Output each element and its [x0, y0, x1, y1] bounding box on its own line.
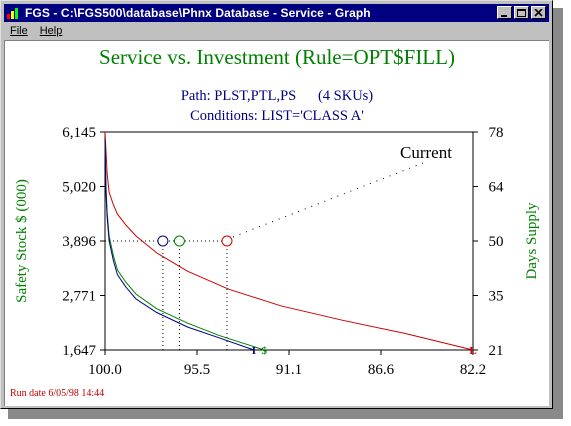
x-tick-label: 82.2	[460, 362, 486, 378]
current-label: Current	[400, 143, 452, 162]
series-end-marker: I	[252, 345, 256, 357]
series-line	[104, 138, 265, 351]
menu-help-label: Help	[39, 25, 63, 37]
series-end-marker: $	[261, 345, 267, 357]
current-point-marker	[157, 235, 169, 247]
y-tick-label: 1,647	[62, 343, 96, 359]
x-tick-label: 91.1	[276, 362, 302, 378]
y-axis-label: Safety Stock $ (000)	[14, 179, 30, 303]
x-tick-label: 86.6	[368, 362, 395, 378]
menu-file-label: File	[10, 25, 28, 37]
x-tick-label: 100.0	[88, 362, 122, 378]
current-point-marker	[221, 235, 233, 247]
menu-file[interactable]: File	[4, 25, 34, 37]
y2-tick-label: 35	[489, 289, 504, 305]
title-bar[interactable]: FGS - C:\FGS500\database\Phnx Database -…	[4, 4, 549, 22]
y2-tick-label: 64	[489, 180, 505, 196]
run-date: Run date 6/05/98 14:44	[10, 388, 105, 399]
y-tick-label: 6,145	[62, 125, 96, 141]
window-shadow-bottom	[8, 409, 563, 419]
series-line	[104, 138, 255, 351]
y2-tick-label: 21	[489, 343, 504, 359]
series-line	[104, 131, 474, 351]
y2-tick-label: 50	[489, 234, 504, 250]
window-shadow-right	[553, 8, 563, 417]
y2-axis-label: Days Supply	[524, 202, 540, 280]
current-point-marker	[173, 235, 185, 247]
service-investment-chart: Service vs. Investment (Rule=OPT$FILL) Pa…	[14, 45, 540, 378]
y2-tick-label: 78	[489, 125, 504, 141]
window-title: FGS - C:\FGS500\database\Phnx Database -…	[25, 6, 371, 20]
minimize-icon	[501, 14, 507, 17]
graph-window: FGS - C:\FGS500\database\Phnx Database -…	[0, 0, 553, 409]
chart-title: Service vs. Investment (Rule=OPT$FILL)	[99, 45, 455, 69]
y-tick-label: 5,020	[62, 180, 96, 196]
y-tick-label: 2,771	[62, 289, 96, 305]
minimize-button[interactable]	[497, 6, 512, 19]
close-button[interactable]	[531, 6, 546, 19]
maximize-button[interactable]	[514, 6, 529, 19]
y-tick-label: 3,896	[62, 234, 96, 250]
chart-subtitle-path: Path: PLST,PTL,PS (4 SKUs)	[181, 88, 373, 104]
maximize-icon	[517, 8, 526, 17]
x-tick-label: 95.5	[184, 362, 210, 378]
chart-subtitle-conditions: Conditions: LIST='CLASS A'	[190, 108, 364, 124]
graph-area: Service vs. Investment (Rule=OPT$FILL) Pa…	[4, 40, 549, 406]
menu-help[interactable]: Help	[34, 25, 69, 37]
series-end-marker: L	[469, 345, 476, 357]
app-icon[interactable]	[6, 6, 22, 20]
current-leader-line	[232, 162, 424, 238]
menu-bar: File Help	[4, 23, 549, 39]
close-icon	[534, 8, 543, 17]
